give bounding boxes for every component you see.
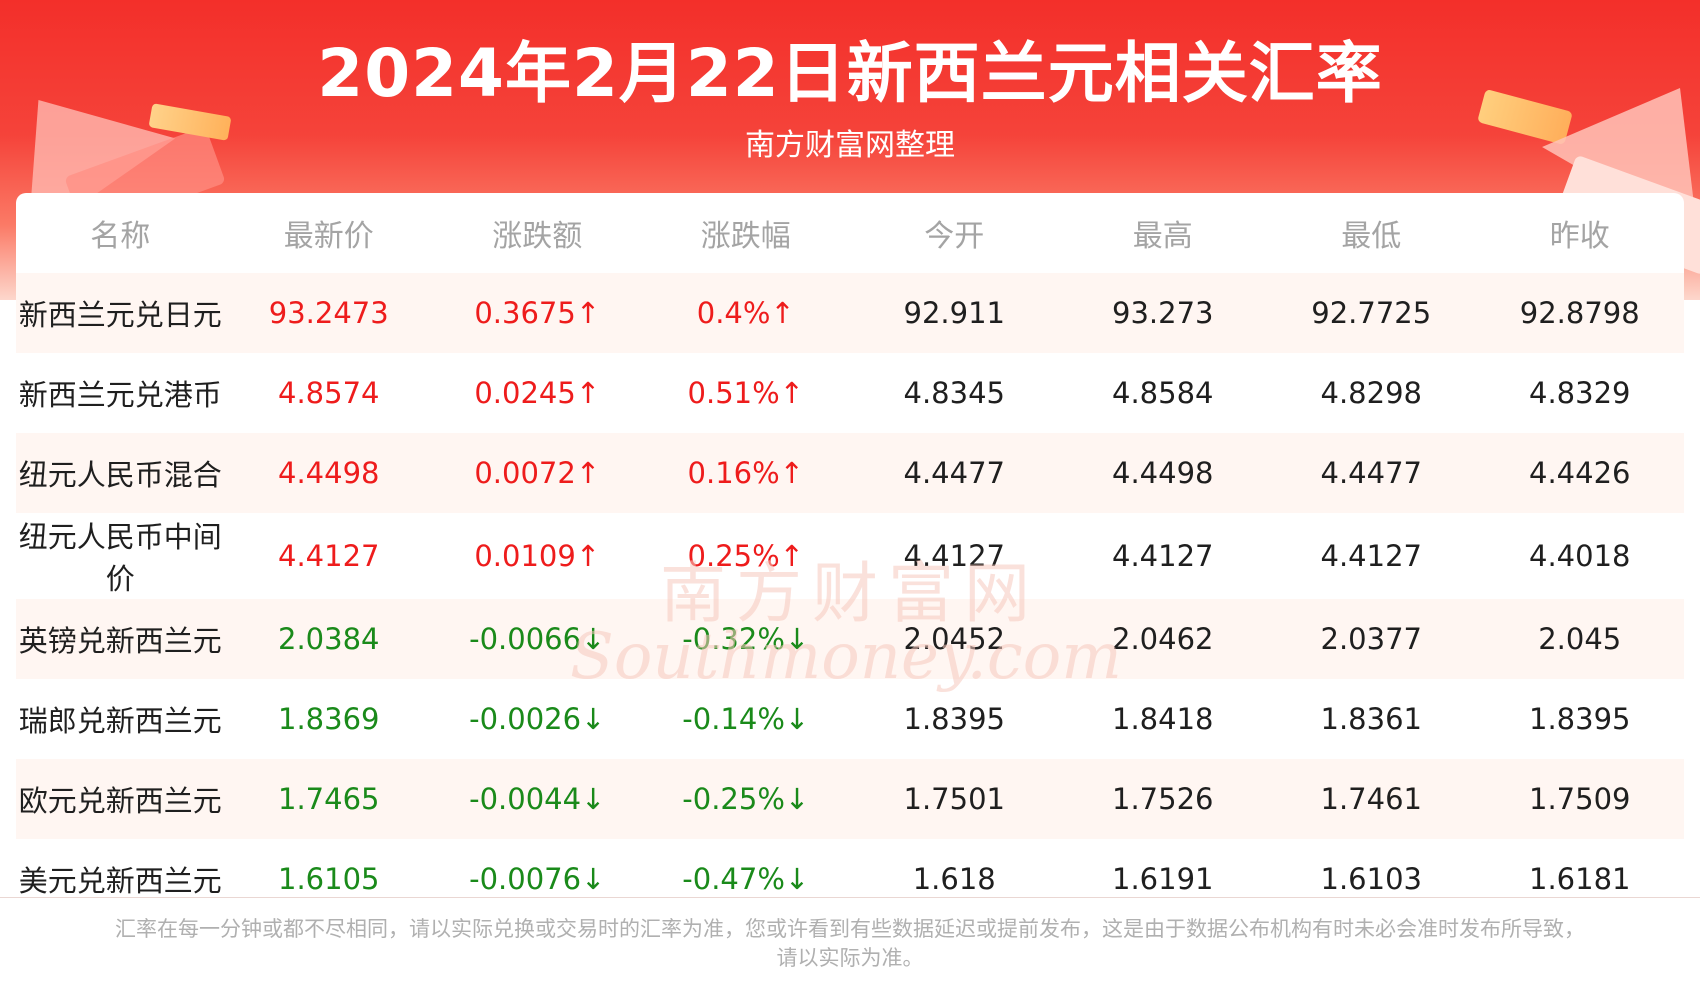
cell-open: 92.911 [850,273,1059,353]
cell-change: -0.0076↓ [433,839,642,919]
cell-pct: -0.25%↓ [641,759,850,839]
cell-low: 1.8361 [1267,679,1476,759]
cell-name: 纽元人民币混合 [16,433,225,513]
cell-name: 纽元人民币中间价 [16,513,225,599]
cell-change: -0.0026↓ [433,679,642,759]
cell-name: 新西兰元兑日元 [16,273,225,353]
rate-table: 名称 最新价 涨跌额 涨跌幅 今开 最高 最低 昨收 新西兰元兑日元 93.24… [16,193,1684,919]
cell-low: 92.7725 [1267,273,1476,353]
page-subtitle: 南方财富网整理 [745,128,955,163]
cell-prev: 1.8395 [1475,679,1684,759]
cell-change: -0.0044↓ [433,759,642,839]
cell-prev: 1.6181 [1475,839,1684,919]
col-header-name: 名称 [90,219,151,254]
cell-change: -0.0066↓ [433,599,642,679]
cell-change: 0.0245↑ [433,353,642,433]
cell-low: 4.4477 [1267,433,1476,513]
col-header-high: 最高 [1132,219,1193,254]
cell-latest: 4.8574 [224,353,433,433]
cell-pct: 0.16%↑ [641,433,850,513]
cell-high: 4.8584 [1058,353,1267,433]
cell-latest: 1.6105 [224,839,433,919]
table-row: 新西兰元兑日元 93.2473 0.3675↑ 0.4%↑ 92.911 93.… [16,273,1684,353]
cell-pct: -0.14%↓ [641,679,850,759]
rate-table-card: 名称 最新价 涨跌额 涨跌幅 今开 最高 最低 昨收 新西兰元兑日元 93.24… [16,193,1684,919]
cell-name: 瑞郎兑新西兰元 [16,679,225,759]
cell-latest: 1.7465 [224,759,433,839]
cell-change: 0.3675↑ [433,273,642,353]
table-row: 新西兰元兑港币 4.8574 0.0245↑ 0.51%↑ 4.8345 4.8… [16,353,1684,433]
cell-pct: 0.4%↑ [641,273,850,353]
cell-high: 4.4498 [1058,433,1267,513]
cell-latest: 93.2473 [224,273,433,353]
cell-pct: 0.51%↑ [641,353,850,433]
cell-prev: 4.4426 [1475,433,1684,513]
footer-line-1: 汇率在每一分钟或都不尽相同，请以实际兑换或交易时的汇率为准，您或许看到有些数据延… [115,917,1585,941]
footer-divider [0,897,1700,898]
cell-high: 4.4127 [1058,513,1267,599]
cell-name: 英镑兑新西兰元 [16,599,225,679]
table-row: 纽元人民币混合 4.4498 0.0072↑ 0.16%↑ 4.4477 4.4… [16,433,1684,513]
page-title: 2024年2月22日新西兰元相关汇率 [317,35,1383,112]
cell-low: 4.8298 [1267,353,1476,433]
footer-disclaimer: 汇率在每一分钟或都不尽相同，请以实际兑换或交易时的汇率为准，您或许看到有些数据延… [60,915,1640,973]
cell-prev: 1.7509 [1475,759,1684,839]
cell-open: 4.8345 [850,353,1059,433]
cell-prev: 4.4018 [1475,513,1684,599]
cell-prev: 2.045 [1475,599,1684,679]
table-row: 纽元人民币中间价 4.4127 0.0109↑ 0.25%↑ 4.4127 4.… [16,513,1684,599]
cell-open: 1.618 [850,839,1059,919]
cell-high: 1.7526 [1058,759,1267,839]
cell-low: 2.0377 [1267,599,1476,679]
table-row: 英镑兑新西兰元 2.0384 -0.0066↓ -0.32%↓ 2.0452 2… [16,599,1684,679]
cell-pct: 0.25%↑ [641,513,850,599]
cell-prev: 92.8798 [1475,273,1684,353]
col-header-low: 最低 [1341,219,1402,254]
cell-low: 1.7461 [1267,759,1476,839]
cell-name: 美元兑新西兰元 [16,839,225,919]
col-header-pct: 涨跌幅 [700,219,791,254]
cell-latest: 4.4498 [224,433,433,513]
col-header-prev: 昨收 [1549,219,1610,254]
cell-name: 欧元兑新西兰元 [16,759,225,839]
cell-change: 0.0109↑ [433,513,642,599]
cell-open: 1.8395 [850,679,1059,759]
cell-high: 1.8418 [1058,679,1267,759]
cell-latest: 1.8369 [224,679,433,759]
col-header-change: 涨跌额 [492,219,583,254]
table-header-row: 名称 最新价 涨跌额 涨跌幅 今开 最高 最低 昨收 [16,193,1684,273]
col-header-latest: 最新价 [283,219,374,254]
cell-pct: -0.47%↓ [641,839,850,919]
table-row: 欧元兑新西兰元 1.7465 -0.0044↓ -0.25%↓ 1.7501 1… [16,759,1684,839]
cell-high: 2.0462 [1058,599,1267,679]
cell-high: 1.6191 [1058,839,1267,919]
cell-low: 4.4127 [1267,513,1476,599]
cell-high: 93.273 [1058,273,1267,353]
cell-prev: 4.8329 [1475,353,1684,433]
cell-low: 1.6103 [1267,839,1476,919]
col-header-open: 今开 [924,219,985,254]
cell-open: 2.0452 [850,599,1059,679]
cell-change: 0.0072↑ [433,433,642,513]
table-row: 瑞郎兑新西兰元 1.8369 -0.0026↓ -0.14%↓ 1.8395 1… [16,679,1684,759]
cell-latest: 2.0384 [224,599,433,679]
cell-open: 4.4477 [850,433,1059,513]
cell-pct: -0.32%↓ [641,599,850,679]
footer-line-2: 请以实际为准。 [776,946,924,970]
table-row: 美元兑新西兰元 1.6105 -0.0076↓ -0.47%↓ 1.618 1.… [16,839,1684,919]
cell-open: 4.4127 [850,513,1059,599]
cell-latest: 4.4127 [224,513,433,599]
cell-name: 新西兰元兑港币 [16,353,225,433]
cell-open: 1.7501 [850,759,1059,839]
